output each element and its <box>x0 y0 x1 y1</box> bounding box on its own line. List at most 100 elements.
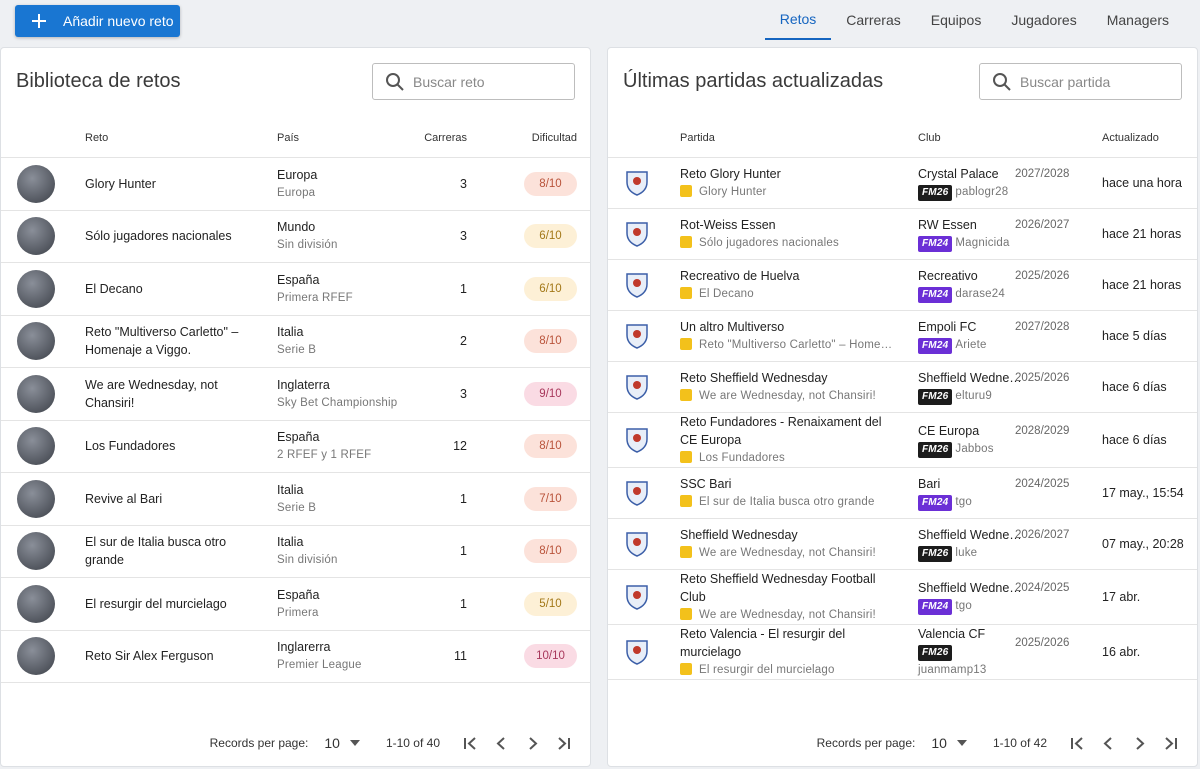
season: 2027/2028 <box>1015 321 1070 333</box>
match-row[interactable]: Reto Fundadores - Renaixament del CE Eur… <box>608 413 1197 468</box>
game-version-badge: FM24 <box>918 287 953 303</box>
prev-page-button[interactable] <box>1100 735 1117 752</box>
match-row[interactable]: Reto Glory Hunter Glory Hunter Crystal Pal… <box>608 158 1197 209</box>
match-row[interactable]: Sheffield Wednesday We are Wednesday, not… <box>608 519 1197 570</box>
next-page-button[interactable] <box>524 735 541 752</box>
match-row[interactable]: Reto Sheffield Wednesday Football Club We… <box>608 570 1197 625</box>
club-cell: Sheffield Wedne… FM24 tgo <box>918 579 1022 615</box>
match-row[interactable]: Reto Sheffield Wednesday We are Wednesday… <box>608 362 1197 413</box>
next-page-button[interactable] <box>1131 735 1148 752</box>
match-row[interactable]: Rot-Weiss Essen Sólo jugadores nacionales… <box>608 209 1197 260</box>
last-page-button[interactable] <box>555 735 572 752</box>
challenge-name: We are Wednesday, not Chansiri! <box>699 547 876 559</box>
country: Italia <box>277 482 304 497</box>
match-row[interactable]: Un altro Multiverso Reto "Multiverso Carl… <box>608 311 1197 362</box>
challenge-name: We are Wednesday, not Chansiri! <box>699 609 876 621</box>
match-row[interactable]: SSC Bari El sur de Italia busca otro gran… <box>608 468 1197 519</box>
panel-title: Últimas partidas actualizadas <box>623 70 884 92</box>
club-crest-icon <box>626 640 648 665</box>
add-challenge-label: Añadir nuevo reto <box>63 13 174 29</box>
challenge-name: El resurgir del murcielago <box>85 596 227 611</box>
challenge-ref: We are Wednesday, not Chansiri! <box>680 606 894 624</box>
club-crest <box>623 220 651 248</box>
league: Sin división <box>277 239 338 252</box>
game-version-badge: FM24 <box>918 236 953 252</box>
column-header: Partida <box>680 131 715 144</box>
country: Inglaterra <box>277 377 330 392</box>
challenge-row[interactable]: Glory Hunter Europa Europa 3 8/10 <box>1 158 590 211</box>
challenge-row[interactable]: Reto Sir Alex Ferguson Inglarerra Premier … <box>1 631 590 683</box>
difficulty-pill: 6/10 <box>524 224 577 249</box>
club-name: RW Essen <box>918 218 977 232</box>
challenge-row[interactable]: Revive al Bari Italia Serie B 1 7/10 <box>1 473 590 526</box>
search-placeholder: Buscar reto <box>413 73 485 90</box>
username: Ariete <box>955 339 987 351</box>
star-icon <box>680 663 692 675</box>
challenge-name: Glory Hunter <box>85 176 156 191</box>
challenge-name: El resurgir del murcielago <box>699 664 835 676</box>
challenge-ref: El sur de Italia busca otro grande <box>680 493 894 511</box>
star-icon <box>680 608 692 620</box>
prev-page-button[interactable] <box>493 735 510 752</box>
version-user: FM24 Magnicida <box>918 234 1015 252</box>
challenge-row[interactable]: El Decano España Primera RFEF 1 6/10 <box>1 263 590 316</box>
first-page-button[interactable] <box>1069 735 1086 752</box>
challenge-row[interactable]: El resurgir del murcielago España Primera 1… <box>1 578 590 631</box>
club-name: Bari <box>918 477 941 491</box>
updated: hace 21 horas <box>1102 278 1182 292</box>
difficulty-pill: 10/10 <box>524 644 577 669</box>
game-version-badge: FM24 <box>918 599 953 615</box>
match-cell: Reto Glory Hunter Glory Hunter <box>680 165 918 201</box>
prev-page-button-icon <box>1103 736 1112 750</box>
match-row[interactable]: Recreativo de Huelva El Decano Recreativo F… <box>608 260 1197 311</box>
nav-tab[interactable]: Carreras <box>846 12 901 28</box>
game-version-badge: FM24 <box>918 338 953 354</box>
game-version-badge: FM26 <box>918 546 953 562</box>
challenge-row[interactable]: Sólo jugadores nacionales Mundo Sin divisi… <box>1 211 590 263</box>
league: Sin división <box>277 554 338 567</box>
challenge-row[interactable]: Los Fundadores España 2 RFEF y 1 RFEF 12 8/1… <box>1 421 590 473</box>
season: 2024/2025 <box>1015 582 1070 594</box>
club-name: Crystal Palace <box>918 167 999 181</box>
challenge-row[interactable]: El sur de Italia busca otro grande Italia… <box>1 526 590 578</box>
first-page-button[interactable] <box>462 735 479 752</box>
difficulty-pill: 7/10 <box>524 486 577 511</box>
add-challenge-button[interactable]: Añadir nuevo reto <box>15 5 180 37</box>
match-name: Reto Sheffield Wednesday <box>680 371 828 385</box>
pagination: Records per page: 10 1-10 of 40 <box>1 720 590 766</box>
match-row[interactable]: Reto Valencia - El resurgir del murciela… <box>608 625 1197 680</box>
search-box[interactable]: Buscar partida <box>979 63 1182 100</box>
club-crest <box>623 373 651 401</box>
challenge-avatar <box>17 479 55 518</box>
club-crest <box>623 426 651 454</box>
dropdown-caret-icon <box>956 740 967 746</box>
plus-icon <box>32 14 46 28</box>
nav-tab[interactable]: Equipos <box>930 12 982 28</box>
per-page-select[interactable]: 10 <box>931 735 967 751</box>
challenge-name: El sur de Italia busca otro grande <box>85 535 227 568</box>
challenge-name: Glory Hunter <box>699 186 767 198</box>
country: España <box>277 587 320 602</box>
username: tgo <box>955 600 972 612</box>
recent-matches-panel: Últimas partidas actualizadas Buscar par… <box>607 47 1198 767</box>
difficulty-pill: 8/10 <box>524 171 577 196</box>
nav-tab[interactable]: Retos <box>764 0 832 40</box>
game-version-badge: FM26 <box>918 442 953 458</box>
match-name: Un altro Multiverso <box>680 320 785 334</box>
search-box[interactable]: Buscar reto <box>372 63 575 100</box>
challenge-name: Reto "Multiverso Carletto" – Home… <box>699 339 893 351</box>
table-header: Partida Club Actualizado <box>608 118 1197 158</box>
challenge-row[interactable]: Reto "Multiverso Carletto" – Homenaje a … <box>1 316 590 368</box>
challenge-ref: We are Wednesday, not Chansiri! <box>680 387 894 405</box>
club-name: CE Europa <box>918 424 980 438</box>
club-name: Recreativo <box>918 269 978 283</box>
challenge-row[interactable]: We are Wednesday, not Chansiri! Inglaterr… <box>1 368 590 421</box>
per-page-select[interactable]: 10 <box>324 735 360 751</box>
nav-tab[interactable]: Managers <box>1106 12 1169 28</box>
page-range: 1-10 of 42 <box>992 736 1047 750</box>
last-page-button[interactable] <box>1162 735 1179 752</box>
nav-tab[interactable]: Jugadores <box>1011 12 1077 28</box>
game-version-badge: FM26 <box>918 645 953 661</box>
league: Serie B <box>277 501 317 514</box>
match-cell: Un altro Multiverso Reto "Multiverso Carl… <box>680 318 918 354</box>
